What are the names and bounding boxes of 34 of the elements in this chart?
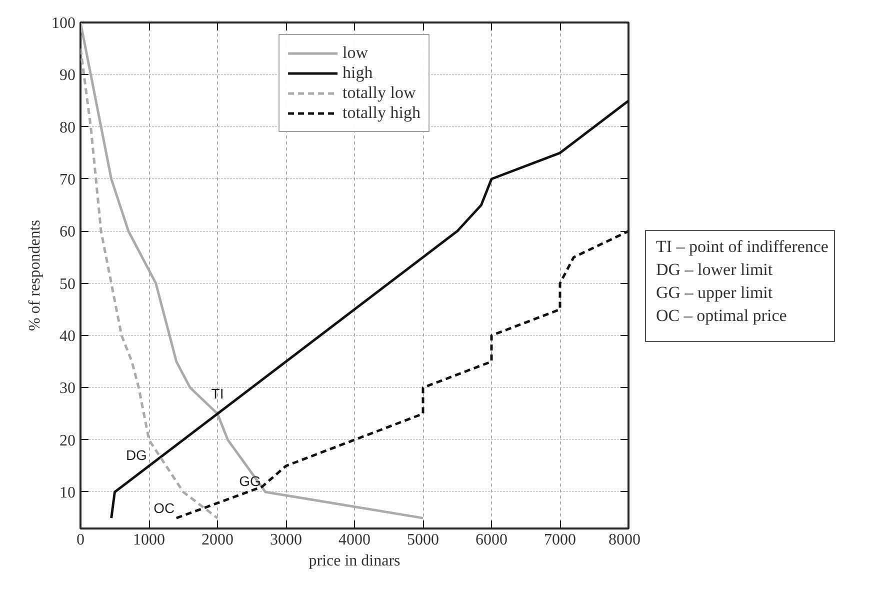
legend-label: low [342, 43, 368, 63]
x-tick-label: 5000 [407, 532, 439, 548]
y-tick-label: 90 [60, 67, 76, 84]
y-tick-label: 80 [60, 119, 76, 136]
y-axis-title: % of respondents [26, 220, 44, 332]
y-tick-label: 100 [52, 15, 76, 32]
y-tick-label: 70 [60, 171, 76, 188]
text: DG – lower limit [656, 260, 773, 279]
y-tick-label: 40 [60, 328, 76, 345]
annotation: OC [154, 500, 175, 516]
x-tick-label: 4000 [338, 532, 370, 548]
x-tick-label: 8000 [608, 532, 640, 548]
text: OC – optimal price [656, 306, 787, 325]
x-axis-title: price in dinars [308, 552, 400, 570]
y-tick-label: 20 [60, 432, 76, 450]
y-tick-label: 30 [60, 380, 76, 398]
x-tick-label: 7000 [544, 532, 576, 548]
x-tick-label: 1000 [133, 532, 165, 548]
x-tick-label: 3000 [270, 532, 302, 548]
annotation: GG [239, 472, 261, 489]
legend-label: high [342, 63, 373, 83]
text: GG – upper limit [656, 283, 773, 302]
annotation: DG [126, 447, 147, 464]
y-tick-label: 50 [60, 276, 76, 293]
annotation: TI [211, 386, 224, 402]
x-tick-label: 2000 [202, 532, 234, 548]
legend-label: totally high [342, 103, 420, 123]
legend-label: totally low [342, 83, 416, 103]
text: TI – point of indifference [656, 237, 828, 256]
y-tick-label: 60 [60, 224, 76, 241]
line-series [175, 230, 628, 520]
y-tick-label: 10 [60, 484, 76, 502]
x-tick-label: 0 [76, 532, 84, 548]
x-tick-label: 6000 [476, 532, 508, 548]
